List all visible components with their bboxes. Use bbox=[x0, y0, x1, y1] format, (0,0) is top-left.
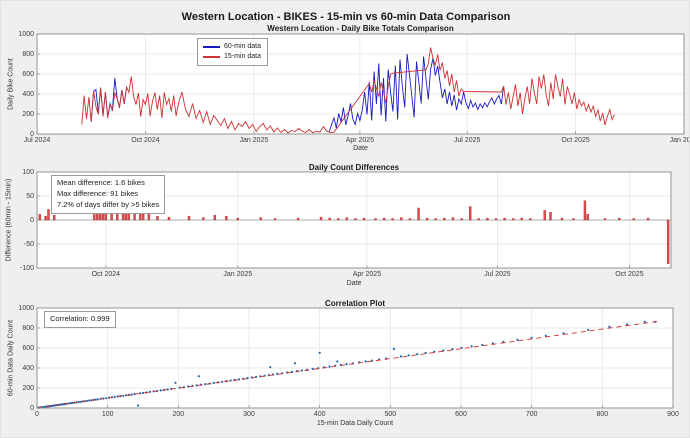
svg-text:600: 600 bbox=[455, 411, 467, 418]
legend-entry-15min: 15-min data bbox=[203, 52, 261, 62]
svg-text:1000: 1000 bbox=[18, 31, 34, 38]
svg-text:Jan 2026: Jan 2026 bbox=[670, 137, 690, 144]
svg-text:400: 400 bbox=[22, 365, 34, 372]
svg-text:Jan 2025: Jan 2025 bbox=[223, 271, 252, 278]
svg-text:Oct 2025: Oct 2025 bbox=[615, 271, 644, 278]
svg-text:800: 800 bbox=[22, 51, 34, 58]
stat-max-difference: Max difference: 91 bikes bbox=[57, 188, 139, 198]
svg-text:200: 200 bbox=[172, 411, 184, 418]
correlation-plot: 0 100 200 300 400 500 600 700 800 900 0 200 400 600 80… bbox=[18, 305, 679, 418]
svg-text:200: 200 bbox=[22, 111, 34, 118]
correlation-xlabel: 15-min Data Daily Count bbox=[316, 420, 394, 427]
legend-line-15min-icon bbox=[203, 56, 220, 58]
stat-mean-difference: Mean difference: 1.6 bikes bbox=[57, 178, 145, 187]
svg-text:100: 100 bbox=[102, 411, 114, 418]
legend-label-60min: 60-min data bbox=[224, 43, 261, 50]
svg-text:800: 800 bbox=[22, 325, 34, 332]
legend: 60-min data 15-min data bbox=[197, 38, 268, 66]
correlation-title: Correlation Plot bbox=[324, 299, 385, 308]
svg-text:-100: -100 bbox=[20, 265, 34, 272]
svg-text:600: 600 bbox=[22, 345, 34, 352]
legend-entry-60min: 60-min data bbox=[203, 42, 261, 52]
legend-line-60min-icon bbox=[203, 46, 220, 48]
svg-text:100: 100 bbox=[22, 169, 34, 176]
svg-text:0: 0 bbox=[30, 217, 34, 224]
correlation-ylabel: 60-min Data Daily Count bbox=[7, 319, 15, 397]
svg-text:-50: -50 bbox=[24, 241, 34, 248]
svg-text:600: 600 bbox=[22, 71, 34, 78]
svg-text:0: 0 bbox=[30, 131, 34, 138]
svg-text:200: 200 bbox=[22, 385, 34, 392]
legend-label-15min: 15-min data bbox=[224, 53, 261, 60]
svg-text:500: 500 bbox=[384, 411, 396, 418]
svg-text:1000: 1000 bbox=[18, 305, 34, 312]
svg-text:700: 700 bbox=[526, 411, 538, 418]
figure-main-title: Western Location - BIKES - 15-min vs 60-… bbox=[181, 11, 511, 23]
differences-stats-box: Mean difference: 1.6 bikes Max differenc… bbox=[51, 175, 166, 214]
svg-text:Jul 2024: Jul 2024 bbox=[24, 137, 51, 144]
differences-xlabel: Date bbox=[346, 280, 362, 287]
svg-text:0: 0 bbox=[35, 411, 39, 418]
daily-totals-title: Western Location - Daily Bike Totals Com… bbox=[267, 24, 454, 33]
svg-text:Oct 2024: Oct 2024 bbox=[92, 271, 121, 278]
svg-text:Jan 2025: Jan 2025 bbox=[239, 137, 268, 144]
svg-text:900: 900 bbox=[667, 411, 679, 418]
daily-totals-plot: Jul 2024 Oct 2024 Jan 2025 Apr 2025 Jul 2025… bbox=[18, 31, 689, 144]
daily-totals-xlabel: Date bbox=[353, 145, 368, 152]
svg-text:Jul 2025: Jul 2025 bbox=[454, 137, 481, 144]
svg-text:400: 400 bbox=[314, 411, 326, 418]
svg-text:0: 0 bbox=[30, 405, 34, 412]
svg-text:Apr 2025: Apr 2025 bbox=[353, 271, 382, 278]
svg-text:50: 50 bbox=[26, 193, 34, 200]
svg-text:300: 300 bbox=[243, 411, 255, 418]
svg-text:Oct 2024: Oct 2024 bbox=[131, 137, 160, 144]
daily-totals-ylabel: Daily Bike Count bbox=[7, 58, 15, 110]
svg-text:800: 800 bbox=[596, 411, 608, 418]
svg-text:400: 400 bbox=[22, 91, 34, 98]
correlation-stat-box: Correlation: 0.999 bbox=[44, 311, 116, 328]
svg-text:Jul 2025: Jul 2025 bbox=[484, 271, 511, 278]
svg-text:Oct 2025: Oct 2025 bbox=[561, 137, 590, 144]
differences-ylabel: Difference (60min - 15min) bbox=[5, 178, 13, 262]
differences-title: Daily Count Differences bbox=[308, 163, 400, 172]
stat-pct-days: 7.2% of days differ by >5 bikes bbox=[57, 199, 160, 209]
svg-text:Apr 2025: Apr 2025 bbox=[346, 137, 375, 144]
